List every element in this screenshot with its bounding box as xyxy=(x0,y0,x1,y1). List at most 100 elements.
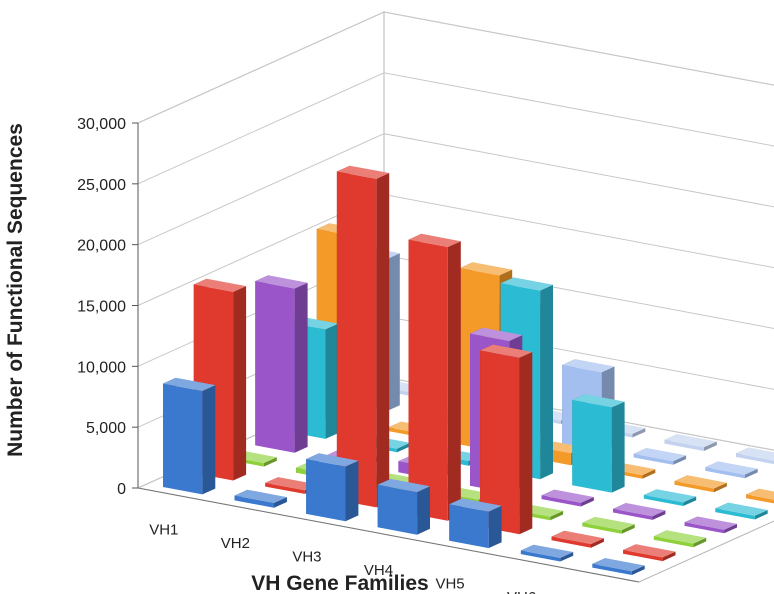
bar-top xyxy=(377,478,430,493)
bar-side xyxy=(714,482,727,493)
bar-front xyxy=(623,550,663,562)
bar xyxy=(705,461,758,479)
bar-side xyxy=(673,455,687,465)
bar-side xyxy=(376,173,390,508)
bar-top xyxy=(572,394,625,408)
bar-top xyxy=(674,475,727,489)
gridline xyxy=(137,11,774,124)
bar-front xyxy=(449,504,489,549)
bar-front xyxy=(265,482,305,494)
bar-front xyxy=(255,281,295,453)
bar-side xyxy=(744,468,758,479)
bar xyxy=(541,489,594,507)
bar-top xyxy=(736,447,774,461)
x-axis-title: VH Gene Families xyxy=(251,572,428,594)
bar-top xyxy=(705,461,758,475)
bar-top xyxy=(623,544,676,558)
bar-top xyxy=(562,359,615,373)
y-tick-label: 0 xyxy=(117,481,126,498)
bar-front xyxy=(306,459,346,522)
bar xyxy=(336,165,390,508)
bar xyxy=(377,478,430,535)
x-tick-label: VH3 xyxy=(292,549,321,566)
bar-side xyxy=(611,401,625,493)
bar-side xyxy=(540,284,553,480)
bar-side xyxy=(754,510,768,520)
bar-top xyxy=(336,165,390,179)
y-axis-title: Number of Functional Sequences xyxy=(4,123,27,457)
bar xyxy=(255,275,308,453)
bar xyxy=(234,489,287,508)
bar xyxy=(653,530,707,548)
bar-side xyxy=(274,497,287,508)
bar-top xyxy=(746,488,774,500)
bar-side xyxy=(386,253,400,412)
bar xyxy=(582,516,635,534)
bar-front xyxy=(705,467,745,479)
y-tick-label: 25,000 xyxy=(77,177,126,194)
bar-side xyxy=(488,505,502,549)
gridline xyxy=(137,72,774,185)
bar-side xyxy=(632,428,646,438)
bar-top xyxy=(520,544,574,558)
bar-front xyxy=(592,563,632,575)
x-tick-label: VH1 xyxy=(149,522,178,539)
bar xyxy=(480,344,533,535)
bar xyxy=(572,394,625,493)
bar xyxy=(592,558,645,575)
y-tick-label: 20,000 xyxy=(77,238,126,255)
bar-top xyxy=(643,489,697,503)
bar-front xyxy=(643,495,684,506)
bar-top xyxy=(234,489,287,503)
bar-side xyxy=(642,469,656,479)
bar-side xyxy=(724,523,737,534)
bar-front xyxy=(163,383,203,495)
bar-front xyxy=(664,439,704,451)
x-axis-line xyxy=(137,487,640,583)
bar xyxy=(633,448,687,465)
bar-top xyxy=(193,278,247,292)
bar-top xyxy=(480,344,533,358)
bar xyxy=(623,544,676,562)
bar xyxy=(643,489,697,506)
bar-top xyxy=(306,453,359,467)
bar-front xyxy=(715,508,755,520)
bar-top xyxy=(255,275,308,289)
bar xyxy=(163,377,216,495)
bar-top xyxy=(500,277,553,291)
bar xyxy=(684,516,737,534)
bar xyxy=(306,453,359,522)
bar-top xyxy=(459,262,513,276)
bar xyxy=(551,530,604,548)
bar-front xyxy=(684,522,725,534)
bar-front xyxy=(234,495,274,508)
bar-side xyxy=(417,486,430,535)
bar-top xyxy=(664,434,717,448)
bar-side xyxy=(580,497,594,507)
bar-side xyxy=(550,510,564,521)
bar-front xyxy=(653,536,694,548)
bar-side xyxy=(263,457,277,467)
bar-side xyxy=(345,460,359,522)
bar xyxy=(746,488,774,504)
bar xyxy=(613,503,666,520)
bar-top xyxy=(449,498,502,512)
bar-side xyxy=(397,442,410,453)
bar xyxy=(674,475,727,493)
bar xyxy=(520,544,574,562)
bar-top xyxy=(163,377,216,391)
bar-top xyxy=(551,530,604,544)
bar-front xyxy=(674,481,714,493)
x-tick-label: VH6 xyxy=(507,589,536,594)
bar-top xyxy=(653,530,707,544)
bar-top xyxy=(613,503,666,517)
bar-front xyxy=(582,522,622,534)
bar-top xyxy=(541,489,594,503)
bar-side xyxy=(621,524,635,534)
y-tick-label: 5,000 xyxy=(86,420,126,437)
bar-side xyxy=(233,286,247,481)
bar-front xyxy=(520,550,561,562)
bar xyxy=(736,447,774,465)
